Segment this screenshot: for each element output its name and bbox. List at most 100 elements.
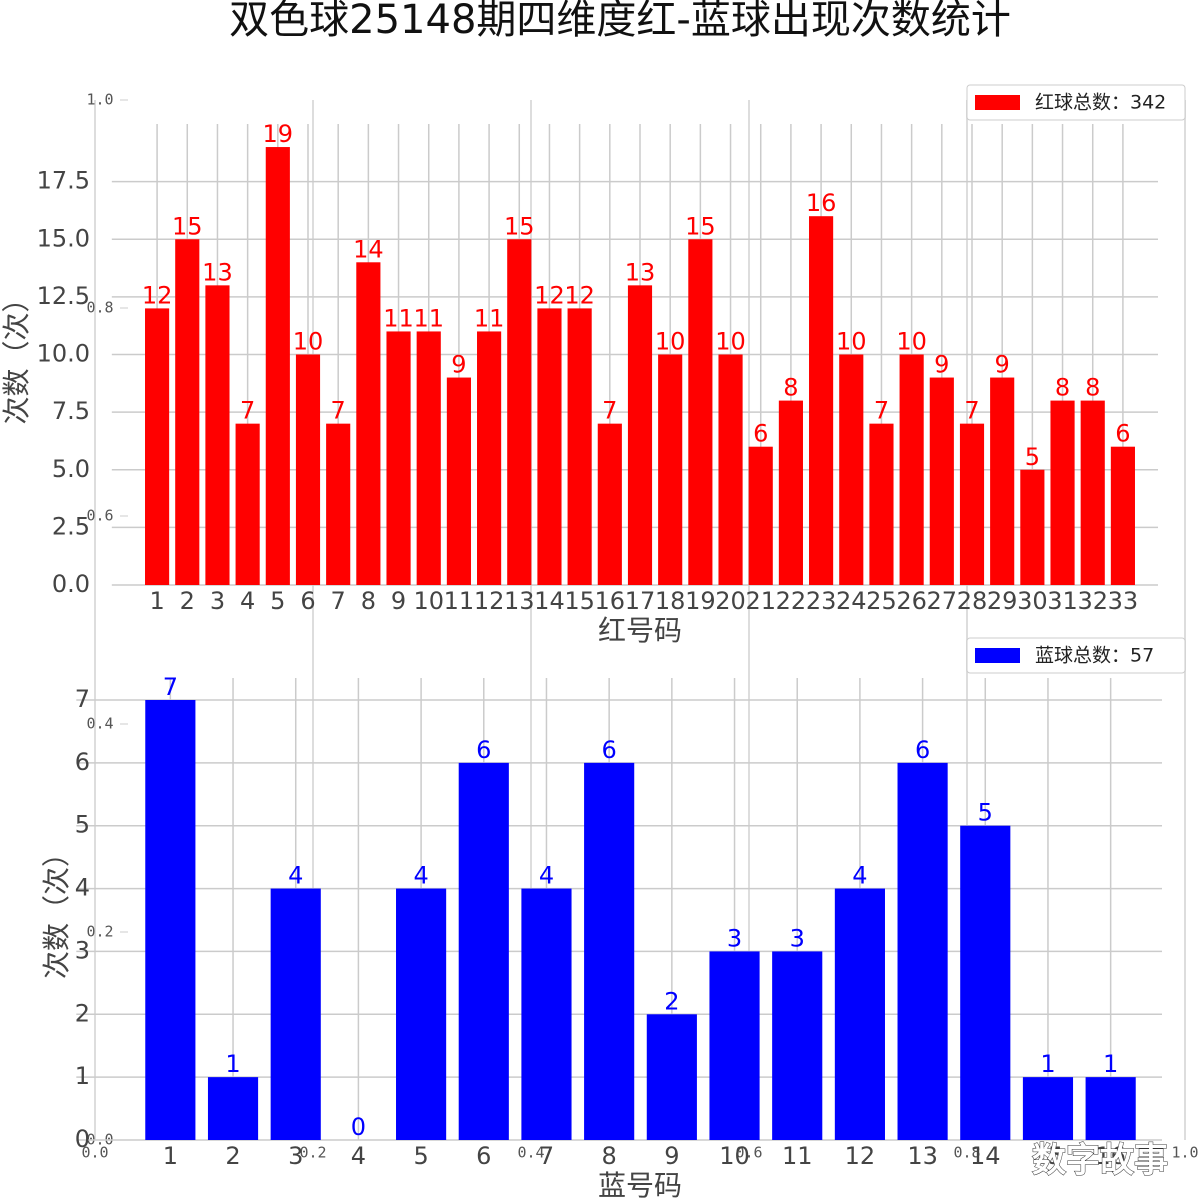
x-tick-label: 9 — [391, 587, 406, 615]
value-label: 6 — [1115, 420, 1130, 448]
value-label: 6 — [915, 736, 930, 764]
x-tick-label: 12 — [845, 1142, 876, 1170]
x-tick-label: 22 — [776, 587, 807, 615]
x-tick-label: 10 — [413, 587, 444, 615]
bar — [960, 825, 1011, 1140]
value-label: 10 — [655, 328, 686, 356]
value-label: 10 — [293, 328, 324, 356]
x-tick-label: 20 — [715, 587, 746, 615]
value-label: 5 — [978, 799, 993, 827]
x-tick-label: 16 — [595, 587, 626, 615]
bar — [235, 423, 260, 585]
x-tick-label: 2 — [225, 1142, 240, 1170]
bar — [772, 951, 823, 1140]
bar — [834, 888, 885, 1140]
value-label: 11 — [474, 304, 505, 332]
value-label: 3 — [727, 924, 742, 952]
y-tick-label: 7 — [75, 685, 90, 713]
y-tick-label: 0 — [75, 1125, 90, 1153]
x-tick-label: 2 — [180, 587, 195, 615]
bar — [809, 216, 834, 585]
y-tick-label: 1 — [75, 1062, 90, 1090]
x-tick-label: 16 — [1095, 1142, 1126, 1170]
bar — [356, 262, 381, 585]
bar — [477, 331, 502, 585]
bar — [446, 377, 471, 585]
y-tick-label: 4 — [75, 874, 90, 902]
value-label: 7 — [964, 397, 979, 425]
value-label: 8 — [1055, 374, 1070, 402]
value-label: 7 — [331, 397, 346, 425]
legend-swatch — [975, 648, 1020, 663]
value-label: 6 — [753, 420, 768, 448]
bar — [1080, 400, 1105, 585]
bar — [175, 239, 200, 585]
bar — [295, 354, 321, 585]
x-tick-label: 15 — [564, 587, 595, 615]
value-label: 1 — [225, 1050, 240, 1078]
x-tick-label: 7 — [539, 1142, 554, 1170]
x-tick-label: 18 — [655, 587, 686, 615]
bar — [521, 888, 572, 1140]
bar — [416, 331, 441, 585]
y-tick-label: 5.0 — [52, 455, 90, 483]
bar — [396, 888, 447, 1140]
x-axis-label: 红号码 — [598, 614, 682, 647]
bar — [839, 354, 864, 585]
value-label: 8 — [1085, 374, 1100, 402]
value-label: 7 — [163, 673, 178, 701]
value-label: 4 — [539, 862, 554, 890]
value-label: 12 — [534, 281, 565, 309]
x-tick-label: 1 — [149, 587, 164, 615]
value-label: 7 — [602, 397, 617, 425]
x-tick-label: 11 — [444, 587, 475, 615]
bar — [1110, 446, 1135, 585]
value-label: 2 — [664, 987, 679, 1015]
x-axis-label: 蓝号码 — [598, 1169, 682, 1201]
value-label: 14 — [353, 235, 384, 263]
legend-box — [966, 84, 1186, 121]
x-tick-label: 11 — [782, 1142, 813, 1170]
x-tick-label: 4 — [351, 1142, 366, 1170]
value-label: 10 — [836, 328, 867, 356]
bar — [1050, 400, 1075, 585]
bar — [990, 377, 1015, 585]
bar — [597, 423, 622, 585]
value-label: 19 — [263, 120, 294, 148]
bar — [1020, 469, 1045, 585]
value-label: 13 — [202, 258, 233, 286]
ghost-y-tick-label: 0.4 — [86, 715, 113, 733]
ghost-y-tick-label: 0.2 — [86, 923, 113, 941]
bar — [458, 762, 509, 1140]
x-tick-label: 8 — [602, 1142, 617, 1170]
legend-box — [966, 637, 1186, 674]
ghost-x-tick-label: 0.4 — [517, 1144, 544, 1162]
bar — [567, 308, 592, 585]
y-tick-label: 6 — [75, 748, 90, 776]
bar — [709, 951, 760, 1140]
value-label: 0 — [351, 1113, 366, 1141]
x-tick-label: 6 — [300, 587, 315, 615]
value-label: 4 — [852, 862, 867, 890]
bar — [869, 423, 894, 585]
ghost-y-tick-label: 1.0 — [86, 91, 113, 109]
x-tick-label: 1 — [163, 1142, 178, 1170]
y-tick-label: 12.5 — [37, 282, 90, 310]
bar — [627, 285, 653, 585]
y-tick-label: 7.5 — [52, 397, 90, 425]
chart-title: 双色球25148期四维度红-蓝球出现次数统计 — [229, 0, 1011, 43]
value-label: 3 — [790, 924, 805, 952]
bar — [1022, 1077, 1074, 1140]
bar — [326, 423, 351, 585]
bar — [658, 354, 683, 585]
y-tick-label: 2.5 — [52, 512, 90, 540]
value-label: 10 — [715, 328, 746, 356]
y-axis-label: 次数（次） — [40, 839, 73, 979]
x-tick-label: 28 — [957, 587, 988, 615]
value-label: 11 — [413, 304, 444, 332]
value-label: 12 — [142, 281, 173, 309]
x-tick-label: 31 — [1047, 587, 1078, 615]
bar — [897, 762, 948, 1140]
legend-label: 红球总数：342 — [1035, 92, 1166, 114]
